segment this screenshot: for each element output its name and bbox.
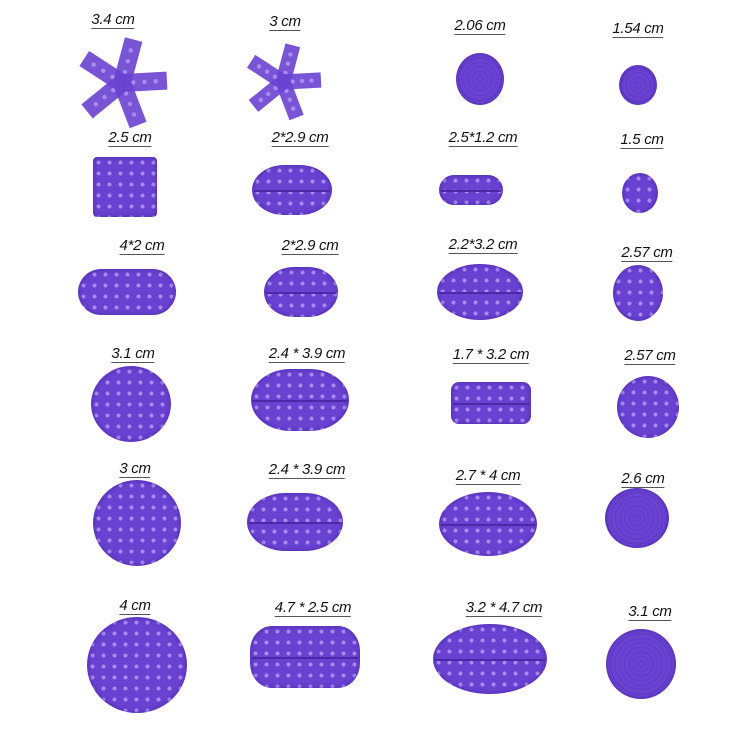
pad-size-label: 2*2.9 cm [271, 129, 329, 147]
rect-grooved-pad [451, 382, 531, 424]
suction-dot [272, 74, 278, 80]
suction-dot [287, 97, 293, 102]
round-dotted-pad [613, 265, 663, 321]
suction-dot [131, 80, 136, 85]
rect-grooved-pad [250, 626, 360, 688]
oval-grooved-pad [433, 624, 547, 694]
oval-grooved-pad [252, 165, 332, 215]
suction-dot [131, 112, 137, 117]
oval-grooved-pad [251, 369, 349, 431]
suction-dot [122, 69, 128, 75]
round-rings-pad [605, 488, 669, 548]
oval-grooved-pad [247, 493, 343, 551]
suction-dot [285, 61, 291, 66]
suction-dot [102, 94, 107, 100]
suction-dot [258, 97, 264, 103]
pad-size-label: 2.7 * 4 cm [455, 467, 521, 485]
pad-size-label: 3 cm [269, 13, 301, 31]
pad-size-label: 2.57 cm [621, 244, 673, 262]
pill-grooved-pad [439, 175, 503, 205]
pad-size-label: 2.2*3.2 cm [448, 236, 518, 254]
pad-size-label: 4*2 cm [119, 237, 165, 255]
pad-size-label: 2.06 cm [454, 17, 506, 35]
suction-dot [142, 79, 147, 85]
pill-dotted-pad [78, 269, 176, 315]
suction-dot [299, 78, 305, 84]
pad-size-label: 2.5*1.2 cm [448, 129, 518, 147]
star-pad [246, 43, 322, 121]
round-dotted-pad [91, 366, 171, 442]
suction-dot [128, 48, 133, 53]
oval-grooved-pad [264, 267, 338, 317]
round-rings-pad [606, 629, 676, 699]
pad-size-label: 1.5 cm [620, 131, 664, 149]
pad-size-label: 4 cm [119, 597, 151, 615]
suction-dot [266, 91, 271, 97]
suction-dot [309, 78, 314, 83]
pad-size-label: 3.1 cm [628, 603, 672, 621]
suction-dot [111, 87, 116, 93]
suction-dot [91, 62, 96, 67]
suction-dot [110, 74, 115, 80]
pad-size-label: 1.7 * 3.2 cm [452, 346, 530, 364]
round-dotted-pad [617, 376, 679, 438]
round-dotted-pad [87, 617, 187, 713]
round-rings-pad [619, 65, 657, 105]
pad-size-label: 2.6 cm [621, 470, 665, 488]
pad-size-label: 3 cm [119, 460, 151, 478]
suction-dot [125, 59, 131, 64]
suction-dot [93, 102, 98, 107]
round-dotted-pad [93, 480, 181, 566]
pad-size-label: 3.1 cm [111, 345, 155, 363]
square-dotted-pad [93, 157, 157, 217]
round-dotted-pad [622, 173, 658, 213]
suction-dot [256, 64, 262, 69]
oval-grooved-pad [439, 492, 537, 556]
pad-size-label: 2.57 cm [624, 347, 676, 365]
suction-dot [100, 68, 106, 73]
star-pad [79, 37, 168, 129]
oval-grooved-pad [437, 264, 523, 320]
suction-dot [291, 106, 296, 111]
pad-size-label: 4.7 * 2.5 cm [274, 599, 352, 617]
suction-dot [288, 52, 293, 57]
pad-size-label: 2.4 * 3.9 cm [268, 461, 346, 479]
pad-size-label: 2.5 cm [108, 129, 152, 147]
pad-size-label: 2*2.9 cm [281, 237, 339, 255]
suction-dot [153, 79, 158, 84]
pad-size-label: 1.54 cm [612, 20, 664, 38]
suction-dot [264, 69, 270, 74]
round-rings-pad [456, 53, 504, 105]
pad-size-label: 3.2 * 4.7 cm [465, 599, 543, 617]
suction-dot [123, 91, 129, 96]
pad-size-label: 3.4 cm [91, 11, 135, 29]
pad-size-label: 2.4 * 3.9 cm [268, 345, 346, 363]
suction-dot [127, 101, 133, 107]
suction-dot [290, 79, 295, 84]
